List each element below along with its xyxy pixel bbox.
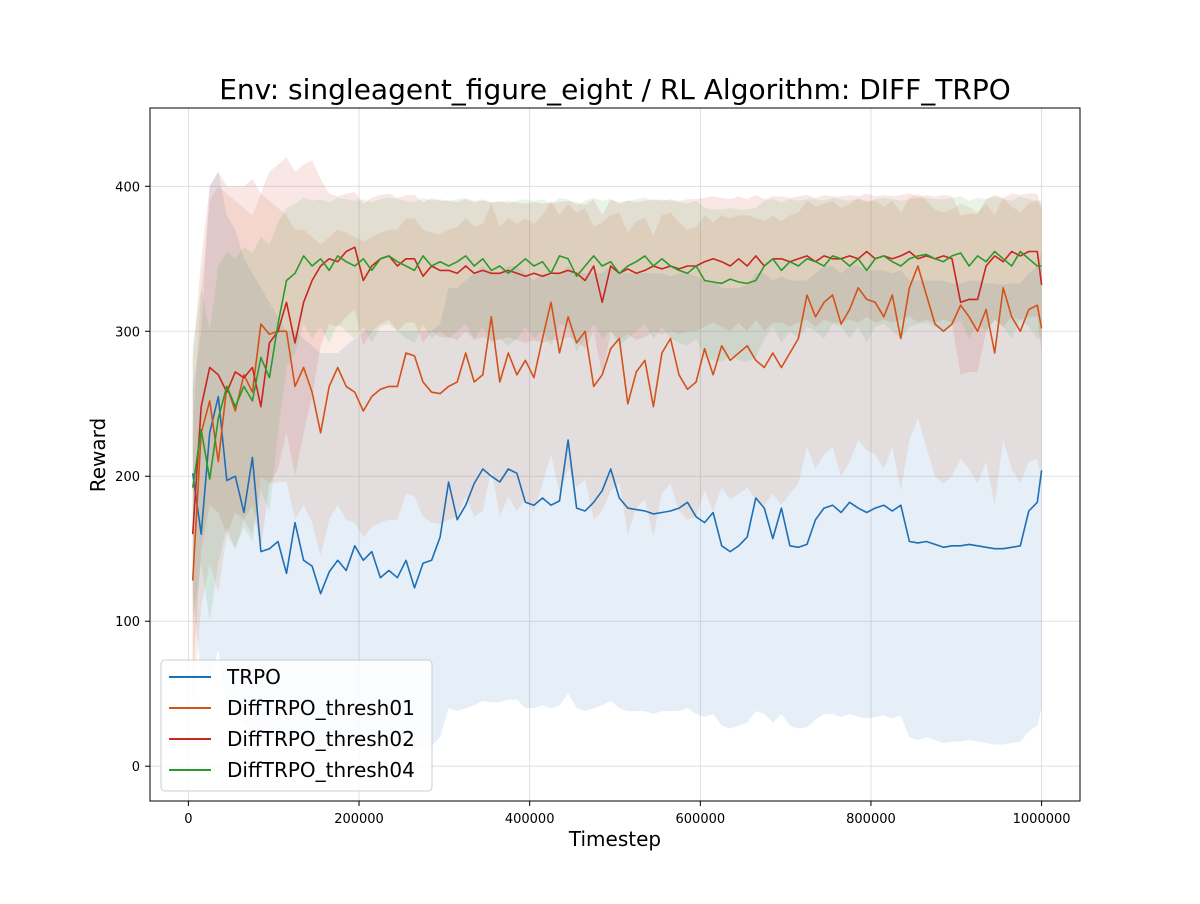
series-line-difftrpo_thresh04	[191, 250, 1042, 488]
legend-label: DiffTRPO_thresh01	[227, 696, 415, 720]
band-difftrpo_thresh01	[192, 186, 1042, 709]
x-axis-label: Timestep	[568, 827, 661, 851]
series-line-difftrpo_thresh01	[191, 265, 1043, 581]
x-axis: 0 200000 400000 600000 800000 1000000	[184, 801, 1071, 827]
legend: TRPO DiffTRPO_thresh01 DiffTRPO_thresh02 Di…	[160, 659, 433, 792]
x-tick-label: 1000000	[1013, 812, 1071, 827]
series-lines	[191, 246, 1043, 595]
plot-frame	[149, 107, 1081, 802]
grid	[150, 108, 1080, 801]
legend-label: TRPO	[226, 665, 281, 689]
x-tick-label: 600000	[676, 812, 726, 827]
y-tick-label: 400	[115, 180, 140, 195]
legend-label: DiffTRPO_thresh04	[227, 758, 415, 782]
band-difftrpo_thresh04	[192, 196, 1042, 622]
y-axis-label: Reward	[86, 418, 110, 492]
y-tick-label: 300	[115, 325, 140, 340]
x-tick-label: 200000	[334, 812, 384, 827]
legend-label: DiffTRPO_thresh02	[227, 727, 415, 751]
y-tick-label: 100	[115, 615, 140, 630]
band-trpo	[192, 171, 1042, 752]
y-tick-label: 0	[132, 760, 140, 775]
legend-box	[160, 659, 433, 792]
series-line-trpo	[191, 395, 1043, 595]
y-tick-label: 200	[115, 470, 140, 485]
x-tick-label: 400000	[505, 812, 555, 827]
x-tick-label: 800000	[846, 812, 896, 827]
y-axis: 0 100 200 300 400	[115, 180, 150, 775]
confidence-bands	[192, 157, 1042, 752]
chart-title: Env: singleagent_figure_eight / RL Algor…	[219, 73, 1011, 106]
band-difftrpo_thresh02	[192, 157, 1042, 680]
x-tick-label: 0	[184, 812, 192, 827]
